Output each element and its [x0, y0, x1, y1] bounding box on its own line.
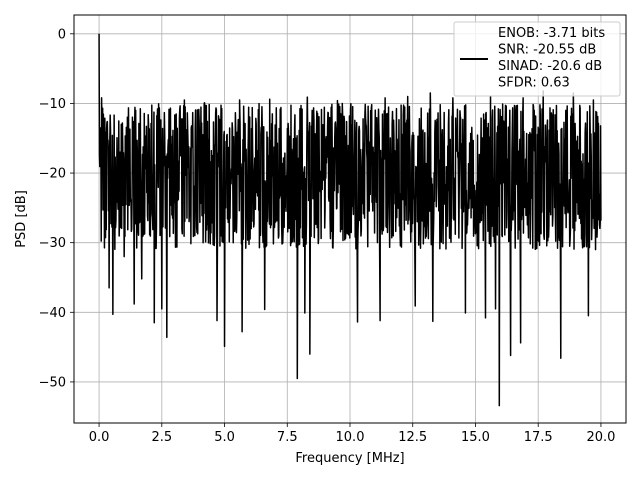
- y-tick-label: −50: [39, 375, 66, 390]
- x-tick-label: 20.0: [586, 430, 615, 445]
- ticks: 0.0 2.5 5.0 7.5 10.0 12.5 15.0 17.5 20.0 0 −10 −20 −…: [39, 27, 616, 445]
- x-tick-label: 7.5: [277, 430, 298, 445]
- x-tick-label: 0.0: [89, 430, 110, 445]
- y-tick-label: −20: [39, 167, 66, 182]
- x-tick-label: 12.5: [398, 430, 427, 445]
- x-tick-label: 15.0: [461, 430, 490, 445]
- x-tick-label: 10.0: [336, 430, 365, 445]
- y-tick-label: −30: [39, 236, 66, 251]
- x-axis-label: Frequency [MHz]: [295, 451, 404, 466]
- series-line: [98, 33, 602, 407]
- psd-series-path: [98, 33, 602, 407]
- y-tick-label: −10: [39, 97, 66, 112]
- x-tick-label: 17.5: [524, 430, 553, 445]
- legend-enob: ENOB: -3.71 bits: [498, 26, 605, 41]
- legend-box: [453, 21, 621, 97]
- x-tick-label: 5.0: [214, 430, 235, 445]
- legend-snr: SNR: -20.55 dB: [498, 43, 596, 58]
- legend-sinad: SINAD: -20.6 dB: [498, 59, 602, 74]
- legend: ENOB: -3.71 bits SNR: -20.55 dB SINAD: -…: [453, 21, 621, 97]
- y-axis-label: PSD [dB]: [14, 190, 29, 248]
- legend-sfdr: SFDR: 0.63: [498, 76, 570, 91]
- y-tick-label: 0: [58, 27, 66, 42]
- x-tick-label: 2.5: [151, 430, 172, 445]
- y-tick-label: −40: [39, 306, 66, 321]
